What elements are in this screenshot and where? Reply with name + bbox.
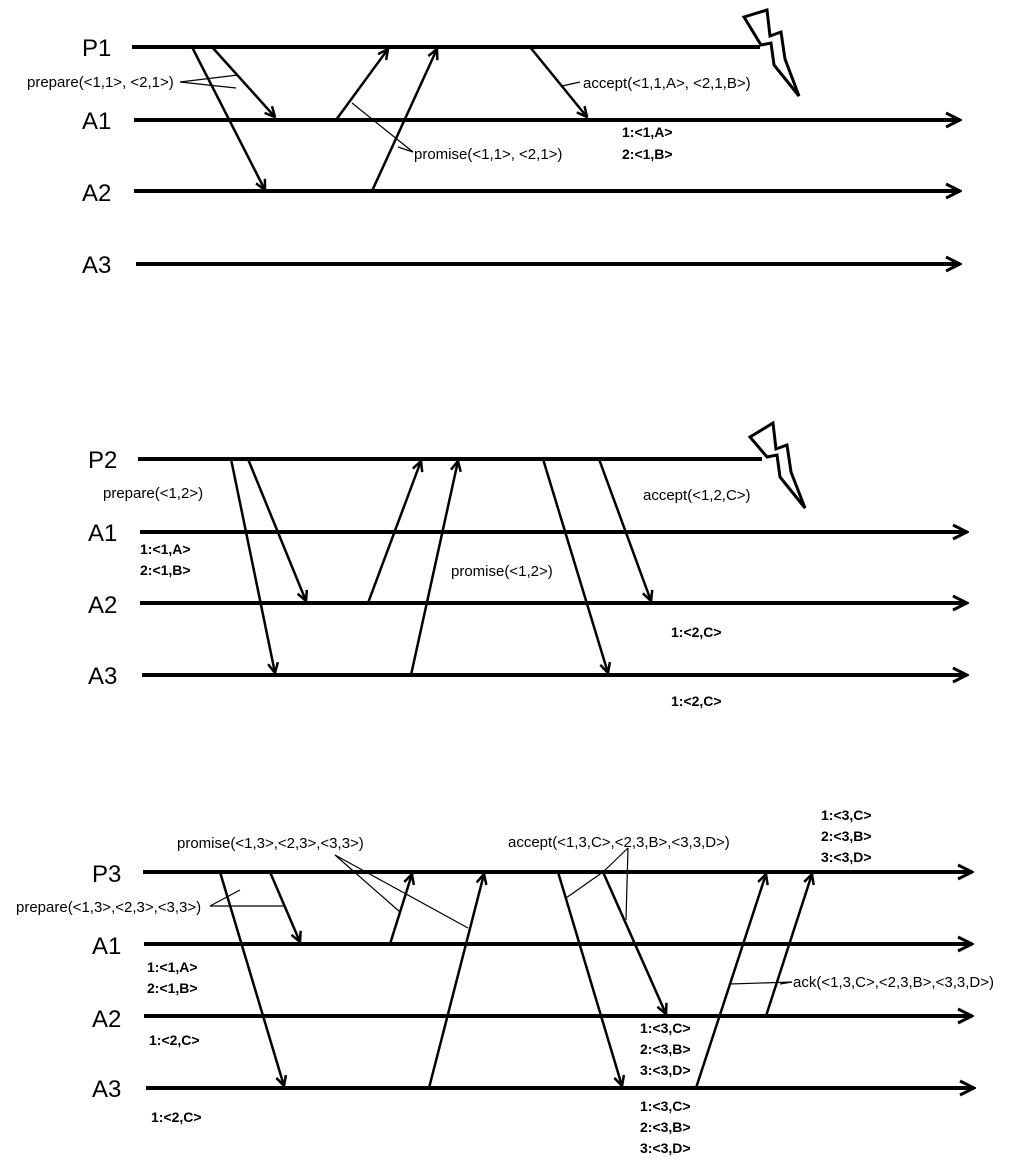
prepare-message-label: prepare(<1,3>,<2,3>,<3,3>) <box>16 899 201 916</box>
panel-1: P1 A1 A2 A3 prepare(<1,1>, <2,1>) promis… <box>27 8 960 279</box>
callout-line <box>179 74 239 83</box>
accept-message-label: accept(<1,2,C>) <box>643 487 751 504</box>
panel-3: P3 A1 A2 A3 promise(<1,3>,<2,3>,<3,3>) p… <box>16 807 994 1156</box>
acceptor-state-entry: 1:<3,C> <box>640 1098 691 1114</box>
callout-line <box>561 81 581 87</box>
proposer-state-entry: 3:<3,D> <box>821 849 872 865</box>
prepare-message-arrow <box>211 46 275 117</box>
callout-line <box>209 889 241 907</box>
acceptor-state-entry: 3:<3,D> <box>640 1062 691 1078</box>
ack-message-label: ack(<1,3,C>,<2,3,B>,<3,3,D>) <box>793 974 994 991</box>
acceptor-state-entry: 2:<3,B> <box>640 1119 691 1135</box>
acceptor-state-entry: 2:<1,B> <box>147 980 198 996</box>
accept-message-arrow <box>597 458 651 601</box>
promise-message-label: promise(<1,3>,<2,3>,<3,3>) <box>177 835 364 852</box>
promise-message-arrow <box>427 874 484 1089</box>
promise-message-arrow <box>370 49 437 192</box>
prepare-message-arrow <box>268 871 300 942</box>
crash-icon <box>741 8 801 97</box>
callout-line <box>625 847 629 921</box>
acceptor-state-entry: 2:<3,B> <box>640 1041 691 1057</box>
prepare-message-label: prepare(<1,1>, <2,1>) <box>27 74 174 91</box>
acceptor-state-entry: 1:<2,C> <box>151 1109 202 1125</box>
proposer-state-entry: 1:<3,C> <box>821 807 872 823</box>
acceptor-state-entry: 1:<2,C> <box>671 624 722 640</box>
acceptor-state-entry: 3:<3,D> <box>640 1140 691 1156</box>
proposer-label: P1 <box>82 35 111 62</box>
callout-line <box>334 854 401 913</box>
acceptor-state-entry: 1:<2,C> <box>149 1032 200 1048</box>
accept-message-arrow <box>529 46 587 117</box>
accept-message-arrow <box>556 871 622 1086</box>
acceptor-label-a2: A2 <box>88 592 117 619</box>
prepare-message-arrow <box>246 458 306 601</box>
callout-line <box>602 847 629 873</box>
acceptor-state-entry: 1:<2,C> <box>671 693 722 709</box>
acceptor-state-entry: 1:<1,A> <box>622 124 673 140</box>
acceptor-label-a1: A1 <box>88 520 117 547</box>
acceptor-label-a3: A3 <box>92 1076 121 1103</box>
promise-message-arrow <box>334 49 388 121</box>
acceptor-label-a3: A3 <box>88 663 117 690</box>
prepare-message-arrow <box>190 46 265 190</box>
promise-message-label: promise(<1,1>, <2,1>) <box>414 146 562 163</box>
prepare-message-arrow <box>229 458 275 673</box>
callout-line <box>179 81 237 89</box>
promise-message-arrow <box>388 874 412 945</box>
accept-message-label: accept(<1,3,C>,<2,3,B>,<3,3,D>) <box>508 834 730 851</box>
callout-line <box>334 854 469 929</box>
prepare-message-label: prepare(<1,2>) <box>103 485 203 502</box>
accept-message-label: accept(<1,1,A>, <2,1,B>) <box>583 75 751 92</box>
promise-message-arrow <box>409 461 458 676</box>
acceptor-label-a3: A3 <box>82 252 111 279</box>
accept-message-arrow <box>541 458 608 673</box>
prepare-message-arrow <box>218 871 284 1086</box>
callout-line <box>397 146 414 153</box>
acceptor-label-a2: A2 <box>82 180 111 207</box>
acceptor-label-a2: A2 <box>92 1006 121 1033</box>
proposer-state-entry: 2:<3,B> <box>821 828 872 844</box>
acceptor-label-a1: A1 <box>92 933 121 960</box>
panel-2: P2 A1 A2 A3 prepare(<1,2>) promise(<1,2>… <box>88 420 967 709</box>
ack-message-arrow <box>694 874 766 1089</box>
promise-message-label: promise(<1,2>) <box>451 563 553 580</box>
callout-line <box>351 102 414 153</box>
acceptor-state-entry: 1:<1,A> <box>140 541 191 557</box>
acceptor-state-entry: 2:<1,B> <box>140 562 191 578</box>
promise-message-arrow <box>366 461 421 604</box>
accept-message-arrow <box>601 871 666 1014</box>
acceptor-state-entry: 2:<1,B> <box>622 146 673 162</box>
acceptor-state-entry: 1:<3,C> <box>640 1020 691 1036</box>
callout-line <box>729 981 793 985</box>
acceptor-state-entry: 1:<1,A> <box>147 959 198 975</box>
proposer-label: P3 <box>92 861 121 888</box>
ack-message-arrow <box>764 874 812 1017</box>
proposer-label: P2 <box>88 447 117 474</box>
acceptor-label-a1: A1 <box>82 108 111 135</box>
crash-icon <box>747 420 807 509</box>
callout-line <box>565 871 604 899</box>
callout-line <box>779 981 793 985</box>
